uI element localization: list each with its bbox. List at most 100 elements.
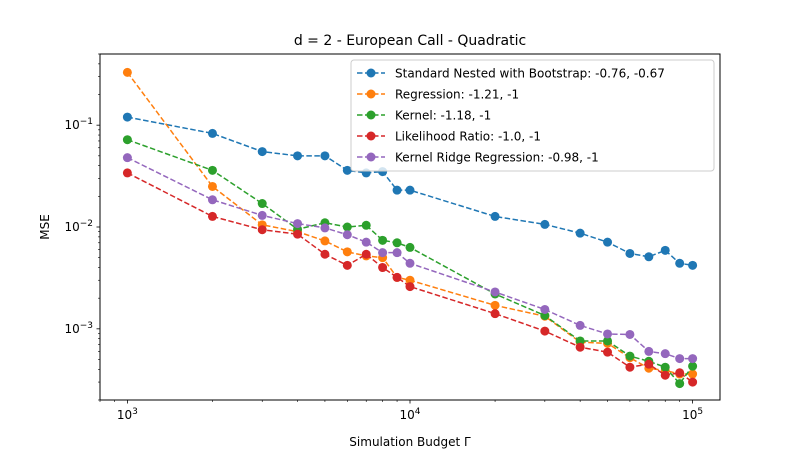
x-axis-title: Simulation Budget Γ [349,435,471,449]
data-point [405,258,415,268]
data-point [257,210,267,220]
data-point [392,238,402,248]
data-point [378,235,388,245]
data-point [660,349,670,359]
data-point [540,219,550,229]
data-point [320,223,330,233]
data-point [540,326,550,336]
series-4 [122,168,698,387]
data-point [342,230,352,240]
data-point [392,272,402,282]
y-tick-label: 10−2 [64,219,93,234]
series-5 [122,153,698,364]
legend-marker [366,110,376,120]
data-point [361,237,371,247]
data-point [688,260,698,270]
data-point [540,304,550,314]
chart-title: d = 2 - European Call - Quadratic [294,33,526,49]
data-point [342,260,352,270]
data-point [122,67,132,77]
data-point [625,329,635,339]
legend-entry: Likelihood Ratio: -1.0, -1 [357,130,541,144]
y-tick-label: 10−3 [64,321,93,336]
x-tick-label: 104 [399,407,420,422]
data-point [575,228,585,238]
series-layer [122,67,698,389]
legend-label: Standard Nested with Bootstrap: -0.76, -… [395,67,665,81]
data-point [490,211,500,221]
series-1 [122,112,698,270]
data-point [490,300,500,310]
y-axis: 10−3 10−2 10−1 [64,53,100,401]
data-point [342,222,352,232]
data-point [644,346,654,356]
data-point [603,329,613,339]
data-point [257,199,267,209]
data-point [575,336,585,346]
data-point [122,112,132,122]
data-point [293,229,303,239]
data-point [207,181,217,191]
data-point [688,377,698,387]
data-point [361,249,371,259]
data-point [361,220,371,230]
data-point [688,369,698,379]
y-axis-title: MSE [38,214,52,240]
legend-marker [366,131,376,141]
y-tick-label: 10−1 [64,117,93,132]
data-point [603,237,613,247]
data-point [293,219,303,229]
data-point [688,361,698,371]
data-point [625,248,635,258]
data-point [660,245,670,255]
data-point [378,263,388,273]
data-point [675,354,685,364]
data-point [320,151,330,161]
data-point [207,128,217,138]
legend-label: Kernel: -1.18, -1 [395,109,491,123]
data-point [293,151,303,161]
data-point [392,248,402,258]
legend-entry: Standard Nested with Bootstrap: -0.76, -… [357,67,665,81]
x-tick-label: 105 [682,407,703,422]
legend-marker [366,89,376,99]
data-point [675,368,685,378]
x-tick-label: 103 [117,407,138,422]
legend-marker [366,68,376,78]
data-point [378,248,388,258]
legend-entry: Regression: -1.21, -1 [357,88,519,102]
legend-box [350,59,715,172]
data-point [490,309,500,319]
data-point [122,168,132,178]
data-point [122,153,132,163]
data-point [575,342,585,352]
data-point [320,236,330,246]
legend-label: Regression: -1.21, -1 [395,88,519,102]
legend-label: Likelihood Ratio: -1.0, -1 [395,130,541,144]
data-point [405,275,415,285]
data-point [405,185,415,195]
data-point [644,359,654,369]
data-point [207,211,217,221]
data-point [207,165,217,175]
legend-label: Kernel Ridge Regression: -0.98, -1 [395,151,599,165]
data-point [405,282,415,292]
data-point [207,195,217,205]
legend-entry: Kernel Ridge Regression: -0.98, -1 [357,151,599,165]
data-point [490,287,500,297]
data-point [320,249,330,259]
data-point [122,135,132,145]
data-point [644,252,654,262]
legend-entry: Kernel: -1.18, -1 [357,109,491,123]
data-point [603,336,613,346]
x-axis: 103 104 105 [99,400,703,422]
data-point [257,147,267,157]
legend: Standard Nested with Bootstrap: -0.76, -… [350,59,715,172]
data-point [688,354,698,364]
data-point [675,258,685,268]
data-point [625,362,635,372]
data-point [603,347,613,357]
data-point [675,379,685,389]
data-point [575,320,585,330]
